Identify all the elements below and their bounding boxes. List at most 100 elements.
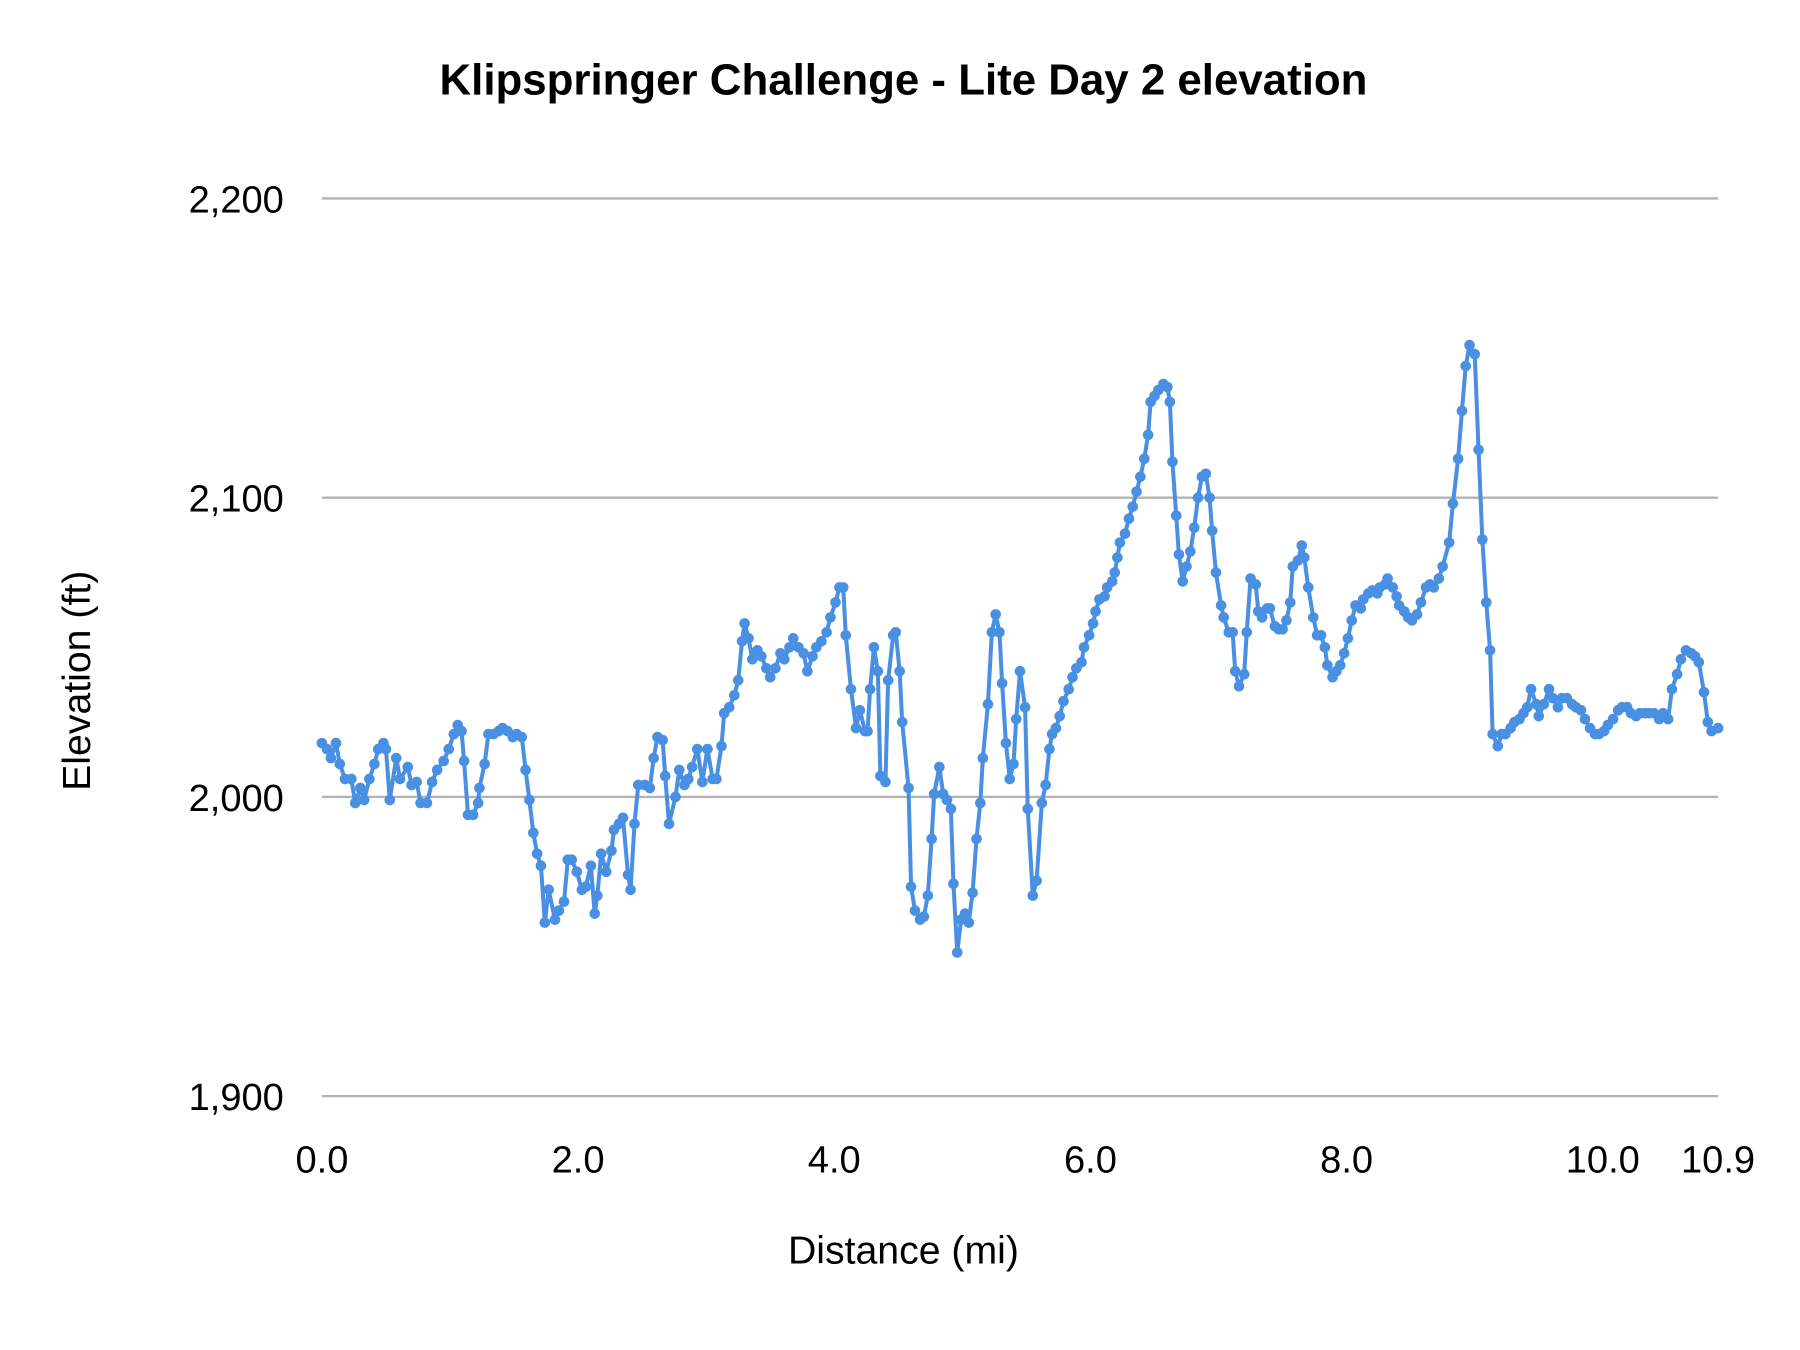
data-point xyxy=(1712,722,1724,734)
data-point xyxy=(1543,683,1555,695)
data-point xyxy=(1525,683,1537,695)
data-point xyxy=(1135,471,1146,483)
data-point xyxy=(1456,405,1468,417)
data-point xyxy=(456,725,467,737)
data-point xyxy=(358,794,370,806)
x-tick-label: 6.0 xyxy=(1064,1139,1117,1181)
data-point xyxy=(431,764,443,776)
data-point xyxy=(1218,612,1229,623)
data-point xyxy=(1215,600,1227,611)
data-point xyxy=(467,809,479,821)
data-point xyxy=(1040,779,1051,791)
data-point xyxy=(524,794,535,806)
data-point xyxy=(585,860,597,872)
data-point xyxy=(928,788,940,800)
data-point xyxy=(1487,728,1498,740)
data-point xyxy=(868,642,880,653)
data-point xyxy=(384,794,396,806)
data-point xyxy=(1138,453,1150,465)
data-point xyxy=(840,630,852,641)
data-point xyxy=(1206,525,1218,536)
data-point xyxy=(571,866,583,878)
data-point xyxy=(443,743,455,755)
data-point xyxy=(1530,698,1542,710)
data-point xyxy=(821,627,832,638)
data-point xyxy=(1484,645,1496,656)
y-tick-label: 2,200 xyxy=(189,179,284,221)
data-point xyxy=(729,689,740,701)
data-point xyxy=(941,794,953,806)
data-point xyxy=(438,755,449,767)
data-point xyxy=(1698,686,1710,698)
data-point xyxy=(1437,561,1448,572)
data-point xyxy=(770,663,781,674)
data-point xyxy=(600,866,612,878)
data-point xyxy=(894,665,905,677)
data-point xyxy=(520,764,531,776)
data-point xyxy=(905,881,917,893)
data-point xyxy=(566,854,578,866)
data-point xyxy=(1014,665,1026,677)
data-point xyxy=(1119,528,1131,539)
data-point xyxy=(802,665,813,677)
data-point xyxy=(673,764,685,776)
data-point xyxy=(1552,701,1564,713)
data-point xyxy=(1164,396,1176,408)
data-point xyxy=(1177,576,1188,587)
data-point xyxy=(686,761,698,773)
data-point xyxy=(798,648,809,659)
data-point xyxy=(948,878,959,890)
data-point xyxy=(1076,657,1087,668)
data-point xyxy=(1322,660,1333,671)
data-point xyxy=(474,782,485,794)
data-point xyxy=(896,716,908,728)
data-point xyxy=(592,890,603,901)
data-point xyxy=(711,773,722,785)
data-point xyxy=(558,896,570,907)
data-point xyxy=(1010,713,1022,725)
data-point xyxy=(918,911,930,922)
data-point xyxy=(1443,537,1455,548)
data-point xyxy=(1264,603,1276,614)
data-point xyxy=(1087,618,1099,629)
data-point xyxy=(1058,695,1069,707)
data-point xyxy=(1173,549,1185,560)
data-point xyxy=(1460,360,1472,372)
data-point xyxy=(854,704,866,716)
data-point xyxy=(346,773,357,785)
data-point xyxy=(411,776,422,788)
data-point xyxy=(1112,552,1123,563)
x-tick-label: 8.0 xyxy=(1320,1139,1373,1181)
data-point xyxy=(580,881,592,893)
data-point xyxy=(1022,803,1034,815)
x-tick-label: 10.0 xyxy=(1566,1139,1640,1181)
data-point xyxy=(1319,642,1331,653)
data-point xyxy=(1044,743,1055,755)
x-tick-label: 10.9 xyxy=(1681,1139,1755,1181)
data-point xyxy=(421,797,433,809)
data-point xyxy=(1067,671,1078,683)
data-point xyxy=(1281,615,1292,626)
data-point xyxy=(1181,561,1192,572)
data-point xyxy=(967,887,978,899)
data-point xyxy=(1296,540,1308,551)
data-point xyxy=(1607,713,1619,725)
data-point xyxy=(1167,456,1178,468)
data-point xyxy=(1250,579,1262,590)
data-point xyxy=(1204,492,1215,503)
data-point xyxy=(1106,576,1118,587)
data-point xyxy=(325,752,337,764)
data-point xyxy=(945,803,957,815)
data-point xyxy=(784,642,795,653)
data-point xyxy=(402,761,414,773)
data-point xyxy=(1170,510,1182,521)
x-tick-label: 4.0 xyxy=(808,1139,861,1181)
data-point xyxy=(882,674,894,686)
data-point xyxy=(778,654,790,665)
plot-area xyxy=(316,339,1724,958)
data-point xyxy=(926,833,937,845)
data-point xyxy=(830,597,841,608)
data-point xyxy=(330,737,342,749)
data-point xyxy=(1391,591,1402,602)
